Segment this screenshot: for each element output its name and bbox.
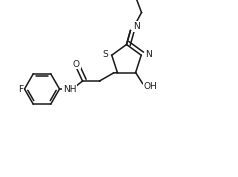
Text: F: F [18,84,24,93]
Text: O: O [73,59,80,68]
Text: S: S [102,50,108,59]
Text: NH: NH [63,84,76,93]
Text: N: N [145,50,152,59]
Text: OH: OH [144,82,157,91]
Text: N: N [134,22,140,31]
